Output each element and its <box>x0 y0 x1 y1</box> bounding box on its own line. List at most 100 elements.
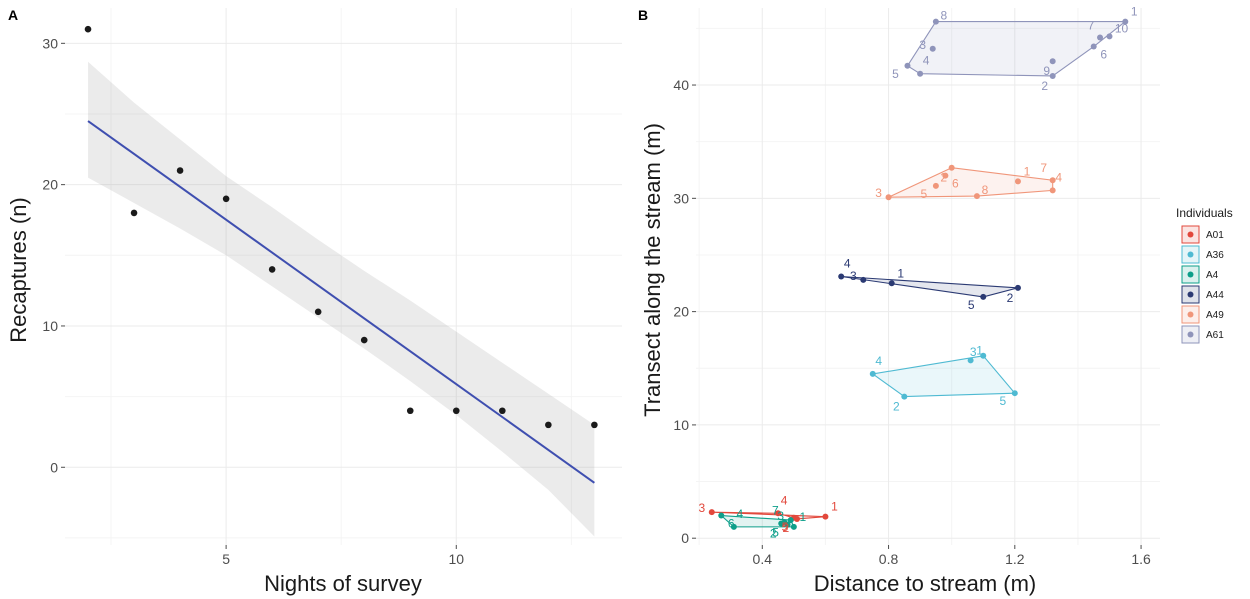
panel-b-point-a49 <box>1049 187 1056 194</box>
panel-b-point-a49 <box>942 172 949 179</box>
panel-b-point-a36 <box>967 357 974 364</box>
panel-b-point-label: 4 <box>1055 170 1062 184</box>
panel-b-point-a4 <box>790 523 797 530</box>
panel-a-point <box>314 308 322 316</box>
panel-a-point <box>360 336 368 344</box>
panel-b-y-axis-title: Transect along the stream (m) <box>640 123 665 417</box>
panel-a-x-tick-label: 10 <box>448 551 464 567</box>
panel-a-y-tick-label: 20 <box>42 177 58 193</box>
panel-b-point-a49 <box>932 182 939 189</box>
panel-b-point-label: 5 <box>772 526 779 540</box>
panel-a-point <box>222 195 230 203</box>
panel-a-point <box>84 25 92 33</box>
panel-a-points <box>84 25 598 429</box>
panel-a-y-ticks: 0 10 20 30 <box>42 35 65 475</box>
panel-a-y-tick-label: 10 <box>42 318 58 334</box>
panel-b-point-label: 2 <box>770 526 777 540</box>
panel-b-x-axis-title: Distance to stream (m) <box>814 571 1037 596</box>
panel-b-point-label: 5 <box>999 394 1006 408</box>
panel-b-point-label: 2 <box>940 171 947 185</box>
legend-key-dot-a61 <box>1187 331 1194 338</box>
panel-b-point-a4 <box>787 517 794 524</box>
panel-b-point-label: 1 <box>1131 5 1138 19</box>
panel-b-x-tick-label: 1.6 <box>1131 551 1151 567</box>
panel-b-point-label: 7 <box>1088 18 1095 32</box>
panel-b-point-a36 <box>869 370 876 377</box>
panel-b-point-label: 3 <box>875 186 882 200</box>
panel-b-point-a61 <box>1122 18 1129 25</box>
panel-b-point-label: 5 <box>921 187 928 201</box>
panel-a-point <box>545 421 552 429</box>
panel-b-point-label: 2 <box>783 521 790 535</box>
panel-a-regression-line <box>87 120 595 484</box>
panel-b-point-a49 <box>885 194 892 201</box>
panel-b-point-label: 3 <box>970 345 977 359</box>
panel-a-grid <box>65 8 622 545</box>
panel-b-y-tick-label: 40 <box>673 77 689 93</box>
panel-a-x-tick-label: 5 <box>222 551 230 567</box>
panel-a-y-tick-label: 0 <box>50 459 58 475</box>
legend-label-a01: A01 <box>1206 230 1224 241</box>
panel-a-y-tick-label: 30 <box>42 35 58 51</box>
legend-items: A01 A36 A4 A44 A49 A61 <box>1181 225 1224 344</box>
legend-label-a49: A49 <box>1206 310 1224 321</box>
legend-key-dot-a44 <box>1187 291 1194 298</box>
panel-b-point-a4 <box>718 512 725 519</box>
legend-title: Individuals <box>1176 206 1233 220</box>
panel-b-point-label: 1 <box>831 500 838 514</box>
panel-a-x-axis-title: Nights of survey <box>264 571 422 596</box>
panel-b-point-label: 6 <box>952 177 959 191</box>
panel-b-point-a44 <box>980 293 987 300</box>
panel-b-point-label: 9 <box>1043 64 1050 78</box>
panel-a-x-ticks: 5 10 <box>222 545 464 567</box>
panel-b-point-a36 <box>980 352 987 359</box>
panel-b-point-a44 <box>1014 284 1021 291</box>
panel-a-confidence-band-area <box>88 61 595 537</box>
panel-b-point-label: 5 <box>892 67 899 81</box>
panel-b-point-label: 1 <box>976 343 983 357</box>
panel-b-point-a61 <box>904 62 911 69</box>
legend-label-a4: A4 <box>1206 270 1219 281</box>
panel-b-point-a49 <box>1049 177 1056 184</box>
panel-a-point <box>499 407 506 415</box>
legend-key-dot-a4 <box>1187 271 1194 278</box>
panel-b-point-a49 <box>973 193 980 200</box>
panel-b-point-a36 <box>901 393 908 400</box>
panel-b-point-label: 8 <box>941 9 948 23</box>
panel-b-hull-a44 <box>841 275 1019 298</box>
panel-b-point-a4 <box>730 523 737 530</box>
panel-b-y-tick-label: 0 <box>681 530 689 546</box>
panel-b-point-a49 <box>1014 178 1021 185</box>
panel-a-point <box>268 266 276 273</box>
panel-b-point-a61 <box>1097 34 1104 41</box>
panel-b-y-tick-label: 10 <box>673 417 689 433</box>
panel-b-point-label: 4 <box>737 507 744 521</box>
panel-b-x-tick-label: 1.2 <box>1005 551 1025 567</box>
panel-b-point-a36 <box>1011 390 1018 397</box>
legend-key-dot-a01 <box>1187 231 1194 238</box>
panel-b-hull-a49 <box>888 167 1054 198</box>
panel-b-point-label: 3 <box>777 509 784 523</box>
panel-b-label: B <box>638 7 648 23</box>
panel-b-point-label: 5 <box>782 520 789 534</box>
panel-b-point-label: 7 <box>1040 161 1047 175</box>
legend-key-dot-a36 <box>1187 251 1194 258</box>
panel-b-point-label: 1 <box>800 510 807 524</box>
panel-b-point-a61 <box>1049 72 1056 79</box>
panel-b-hull-a36 <box>871 355 1016 398</box>
panel-b-x-tick-label: 0.8 <box>879 551 899 567</box>
panel-b-point-label: 7 <box>772 503 779 517</box>
panel-b-point-a44 <box>888 280 895 287</box>
panel-b-point-a49 <box>948 164 955 171</box>
panel-a-point <box>406 407 414 415</box>
panel-b-x-ticks: 0.4 0.8 1.2 1.6 <box>753 545 1151 567</box>
legend-key-dot-a49 <box>1187 311 1194 318</box>
panel-b-point-label: 4 <box>781 493 788 507</box>
panel-b-point-a01 <box>822 513 829 520</box>
panel-b-point-label: 2 <box>1041 79 1048 93</box>
panel-b-grid <box>696 8 1160 545</box>
panel-b-point-label: 1 <box>1024 164 1031 178</box>
panel-a-recaptures-chart: A 5 10 0 10 20 30 Nights of survey Recapture… <box>6 7 622 596</box>
panel-b-transect-chart: B 12345123451234567123451234567812345678… <box>638 5 1160 596</box>
